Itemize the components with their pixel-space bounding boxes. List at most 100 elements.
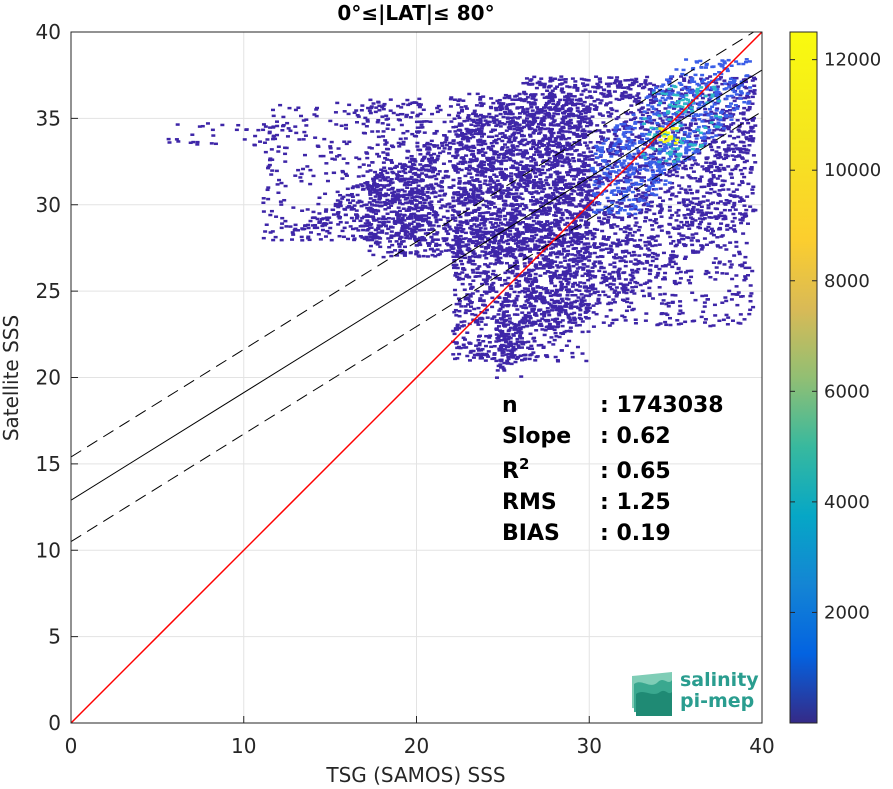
density-cell xyxy=(648,98,653,102)
density-cell xyxy=(261,123,266,126)
density-cell xyxy=(584,164,589,167)
density-cell xyxy=(340,169,345,173)
density-cell xyxy=(378,237,383,240)
density-cell xyxy=(444,143,449,147)
density-cell xyxy=(729,176,734,179)
density-cell xyxy=(285,121,290,125)
density-cell xyxy=(739,295,744,298)
density-cell xyxy=(556,175,561,179)
density-cell xyxy=(572,311,577,315)
density-cell xyxy=(488,175,493,179)
density-cell xyxy=(525,167,530,171)
density-cell xyxy=(451,199,456,202)
density-cell xyxy=(500,234,505,238)
density-cell xyxy=(539,126,544,130)
density-cell xyxy=(524,300,529,303)
density-cell xyxy=(519,175,524,179)
density-cell xyxy=(197,125,202,128)
density-cell xyxy=(533,161,538,164)
density-cell xyxy=(364,235,369,239)
density-cell xyxy=(457,276,462,280)
density-cell xyxy=(547,222,552,225)
density-cell xyxy=(527,278,532,281)
density-cell xyxy=(396,118,401,121)
density-cell xyxy=(570,101,575,105)
density-cell xyxy=(507,295,512,298)
density-cell xyxy=(504,340,509,344)
density-cell xyxy=(625,112,630,116)
density-cell xyxy=(510,269,515,273)
density-cell xyxy=(467,180,472,183)
density-cell xyxy=(629,111,634,114)
density-cell xyxy=(514,192,519,195)
density-cell xyxy=(692,159,697,162)
density-cell xyxy=(542,299,547,302)
density-cell xyxy=(457,223,462,227)
density-cell xyxy=(585,308,590,312)
density-cell xyxy=(461,146,466,149)
density-cell xyxy=(491,269,496,273)
density-cell xyxy=(280,129,285,132)
density-cell xyxy=(533,272,538,276)
density-cell xyxy=(411,228,416,231)
density-cell xyxy=(556,306,561,310)
density-cell xyxy=(592,227,597,231)
density-cell xyxy=(506,323,511,326)
density-cell xyxy=(435,157,440,160)
density-cell xyxy=(357,199,362,203)
density-cell xyxy=(579,200,584,203)
density-cell xyxy=(467,309,472,313)
density-cell xyxy=(492,237,497,240)
density-cell xyxy=(444,237,449,240)
density-cell xyxy=(608,115,613,118)
density-cell xyxy=(466,275,471,278)
density-cell xyxy=(506,332,511,336)
density-cell xyxy=(565,130,570,133)
density-cell xyxy=(381,220,386,224)
density-cell xyxy=(310,216,315,220)
density-cell xyxy=(678,309,683,312)
density-cell xyxy=(717,189,722,192)
density-cell xyxy=(443,224,448,227)
density-cell xyxy=(453,274,458,277)
density-cell xyxy=(737,183,742,187)
density-cell xyxy=(563,285,568,289)
density-cell xyxy=(392,219,397,223)
density-cell xyxy=(431,224,436,227)
density-cell xyxy=(268,231,273,234)
density-cell xyxy=(542,96,547,99)
density-cell xyxy=(592,99,597,103)
density-cell xyxy=(376,217,381,220)
density-cell xyxy=(432,160,437,164)
density-cell xyxy=(577,123,582,126)
density-cell xyxy=(531,351,536,354)
density-cell xyxy=(716,245,721,248)
density-cell xyxy=(498,347,503,351)
density-cell xyxy=(438,108,443,112)
density-cell xyxy=(176,140,181,143)
density-cell xyxy=(752,84,757,88)
density-cell xyxy=(635,243,640,247)
density-cell xyxy=(467,194,472,198)
density-cell xyxy=(423,249,428,252)
density-cell xyxy=(735,97,740,100)
density-cell xyxy=(508,300,513,303)
density-cell xyxy=(455,135,460,138)
density-cell xyxy=(314,108,319,111)
density-cell xyxy=(498,261,503,264)
density-cell xyxy=(481,102,486,105)
density-cell xyxy=(356,229,361,232)
density-cell xyxy=(497,182,502,186)
density-cell xyxy=(437,194,442,197)
density-cell xyxy=(534,329,539,332)
density-cell xyxy=(276,145,281,148)
density-cell xyxy=(486,123,491,127)
density-cell xyxy=(533,228,538,231)
density-cell xyxy=(360,216,365,220)
density-cell xyxy=(281,124,286,128)
density-cell xyxy=(429,247,434,251)
density-cell xyxy=(491,286,496,289)
density-cell xyxy=(691,236,696,239)
density-cell xyxy=(502,310,507,314)
density-cell xyxy=(490,317,495,320)
